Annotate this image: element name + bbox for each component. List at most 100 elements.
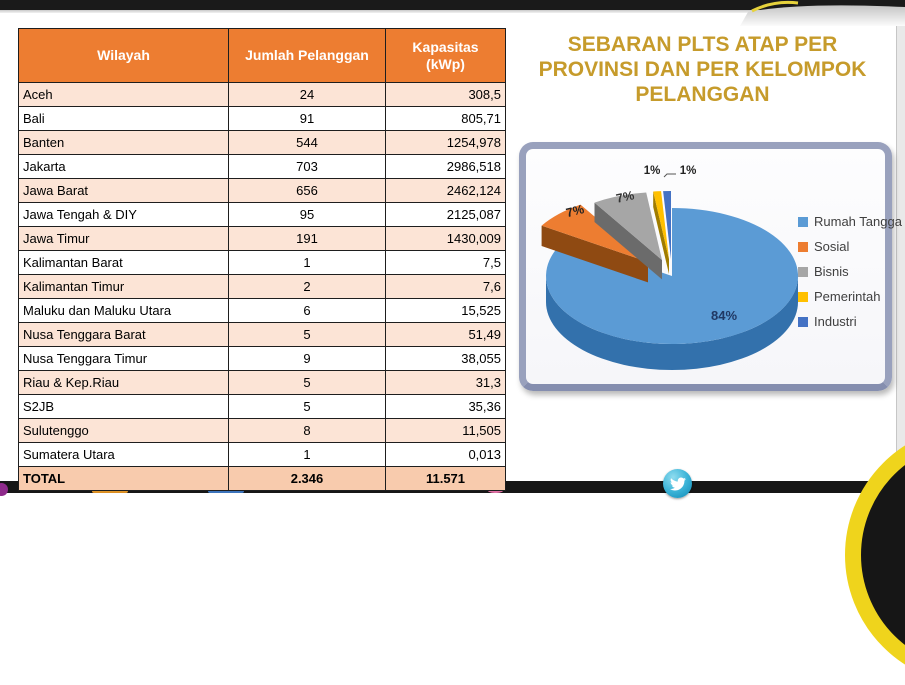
pelanggan-cell: 9 [228, 346, 386, 371]
table-row: Sumatera Utara 1 0,013 [18, 442, 506, 467]
kapasitas-cell: 31,3 [385, 370, 506, 395]
wilayah-cell: Jawa Barat [18, 178, 229, 203]
table-row: Jawa Timur 191 1430,009 [18, 226, 506, 251]
table-row: Jakarta 703 2986,518 [18, 154, 506, 179]
pie-label-bisnis: 7% [615, 188, 636, 205]
legend-swatch-icon [798, 291, 808, 302]
region-data-table: Wilayah Jumlah Pelanggan Kapasitas (kWp) A… [18, 28, 506, 491]
column-header-0: Wilayah [18, 28, 229, 83]
total-label-cell: TOTAL [18, 466, 229, 491]
legend-item-bisnis: Bisnis [798, 259, 902, 284]
kapasitas-cell: 35,36 [385, 394, 506, 419]
twitter-icon[interactable] [663, 469, 692, 498]
legend-swatch-icon [798, 266, 808, 277]
wilayah-cell: Nusa Tenggara Timur [18, 346, 229, 371]
pelanggan-cell: 703 [228, 154, 386, 179]
wilayah-cell: Bali [18, 106, 229, 131]
kapasitas-cell: 1254,978 [385, 130, 506, 155]
corner-yellow-ring [845, 425, 905, 685]
pie-slice-bisnis [594, 192, 662, 260]
table-header-row: Wilayah Jumlah Pelanggan Kapasitas (kWp) [18, 28, 506, 83]
legend-item-pemerintah: Pemerintah [798, 284, 902, 309]
column-header-2: Kapasitas (kWp) [385, 28, 506, 83]
wilayah-cell: Nusa Tenggara Barat [18, 322, 229, 347]
table-row: Riau & Kep.Riau 5 31,3 [18, 370, 506, 395]
pie-label-rumah-tangga: 84% [711, 308, 737, 323]
wilayah-cell: Maluku dan Maluku Utara [18, 298, 229, 323]
legend-label: Industri [814, 314, 857, 329]
kapasitas-cell: 2125,087 [385, 202, 506, 227]
kapasitas-cell: 1430,009 [385, 226, 506, 251]
table-body: Aceh 24 308,5 Bali 91 805,71 Banten 544 1254,978… [18, 82, 506, 467]
total-kapasitas-cell: 11.571 [385, 466, 506, 491]
table-row: Bali 91 805,71 [18, 106, 506, 131]
legend-swatch-icon [798, 216, 808, 227]
pie-label-leader-line [663, 173, 676, 178]
pelanggan-cell: 91 [228, 106, 386, 131]
legend-label: Bisnis [814, 264, 849, 279]
wilayah-cell: Kalimantan Barat [18, 250, 229, 275]
wilayah-cell: Sumatera Utara [18, 442, 229, 467]
table-row: Kalimantan Timur 2 7,6 [18, 274, 506, 299]
legend-item-sosial: Sosial [798, 234, 902, 259]
wilayah-cell: Banten [18, 130, 229, 155]
pie-slice-sosial [541, 204, 648, 262]
pie-label-pemerintah: 1% [644, 165, 661, 177]
kapasitas-cell: 7,5 [385, 250, 506, 275]
pelanggan-cell: 544 [228, 130, 386, 155]
pelanggan-cell: 5 [228, 322, 386, 347]
legend-swatch-icon [798, 241, 808, 252]
pelanggan-cell: 24 [228, 82, 386, 107]
pelanggan-cell: 1 [228, 442, 386, 467]
legend-item-industri: Industri [798, 309, 902, 334]
legend-swatch-icon [798, 316, 808, 327]
background-purple-dot [0, 483, 8, 496]
pie-slice-pemerintah-side [653, 191, 669, 274]
pie-slice-sosial-side [541, 225, 648, 283]
kapasitas-cell: 308,5 [385, 82, 506, 107]
legend-label: Pemerintah [814, 289, 881, 304]
top-divider [0, 10, 905, 13]
table-row: Nusa Tenggara Timur 9 38,055 [18, 346, 506, 371]
wilayah-cell: Aceh [18, 82, 229, 107]
chart-title-line-1: SEBARAN PLTS ATAP PER [567, 33, 838, 56]
wilayah-cell: Jawa Timur [18, 226, 229, 251]
table-row: Jawa Tengah & DIY 95 2125,087 [18, 202, 506, 227]
wilayah-cell: Jakarta [18, 154, 229, 179]
pie-slice-industri [663, 190, 671, 259]
pelanggan-cell: 656 [228, 178, 386, 203]
table-row: Banten 544 1254,978 [18, 130, 506, 155]
table-row: Nusa Tenggara Barat 5 51,49 [18, 322, 506, 347]
pelanggan-cell: 191 [228, 226, 386, 251]
wilayah-cell: Kalimantan Timur [18, 274, 229, 299]
kapasitas-cell: 11,505 [385, 418, 506, 443]
pelanggan-cell: 2 [228, 274, 386, 299]
column-header-1: Jumlah Pelanggan [228, 28, 386, 83]
pelanggan-cell: 6 [228, 298, 386, 323]
table-row: S2JB 5 35,36 [18, 394, 506, 419]
table-row: Aceh 24 308,5 [18, 82, 506, 107]
pie-slice-rumah-tangga [546, 208, 799, 344]
legend-label: Rumah Tangga [814, 214, 902, 229]
top-right-page-curl [740, 0, 905, 26]
legend-item-rumah-tangga: Rumah Tangga [798, 209, 902, 234]
wilayah-cell: S2JB [18, 394, 229, 419]
total-pelanggan-cell: 2.346 [228, 466, 386, 491]
chart-title-line-3: PELANGGAN [635, 83, 770, 106]
table-row: Maluku dan Maluku Utara 6 15,525 [18, 298, 506, 323]
pie-chart-panel: 84% 7% 7% 1% 1% Rumah Tangga Sosial Bisnis… [519, 142, 902, 391]
kapasitas-cell: 7,6 [385, 274, 506, 299]
slide-top-bar [0, 0, 905, 10]
pelanggan-cell: 5 [228, 370, 386, 395]
slide-right-gutter [896, 12, 905, 493]
kapasitas-cell: 2986,518 [385, 154, 506, 179]
pie-label-sosial: 7% [565, 202, 586, 220]
kapasitas-cell: 2462,124 [385, 178, 506, 203]
yellow-swoosh [751, 0, 799, 13]
pelanggan-cell: 1 [228, 250, 386, 275]
pelanggan-cell: 95 [228, 202, 386, 227]
twitter-bird-icon [669, 477, 686, 490]
wilayah-cell: Riau & Kep.Riau [18, 370, 229, 395]
pie-chart: 84% 7% 7% 1% 1% [541, 165, 799, 370]
chart-title-line-2: PROVINSI DAN PER KELOMPOK [538, 58, 867, 81]
